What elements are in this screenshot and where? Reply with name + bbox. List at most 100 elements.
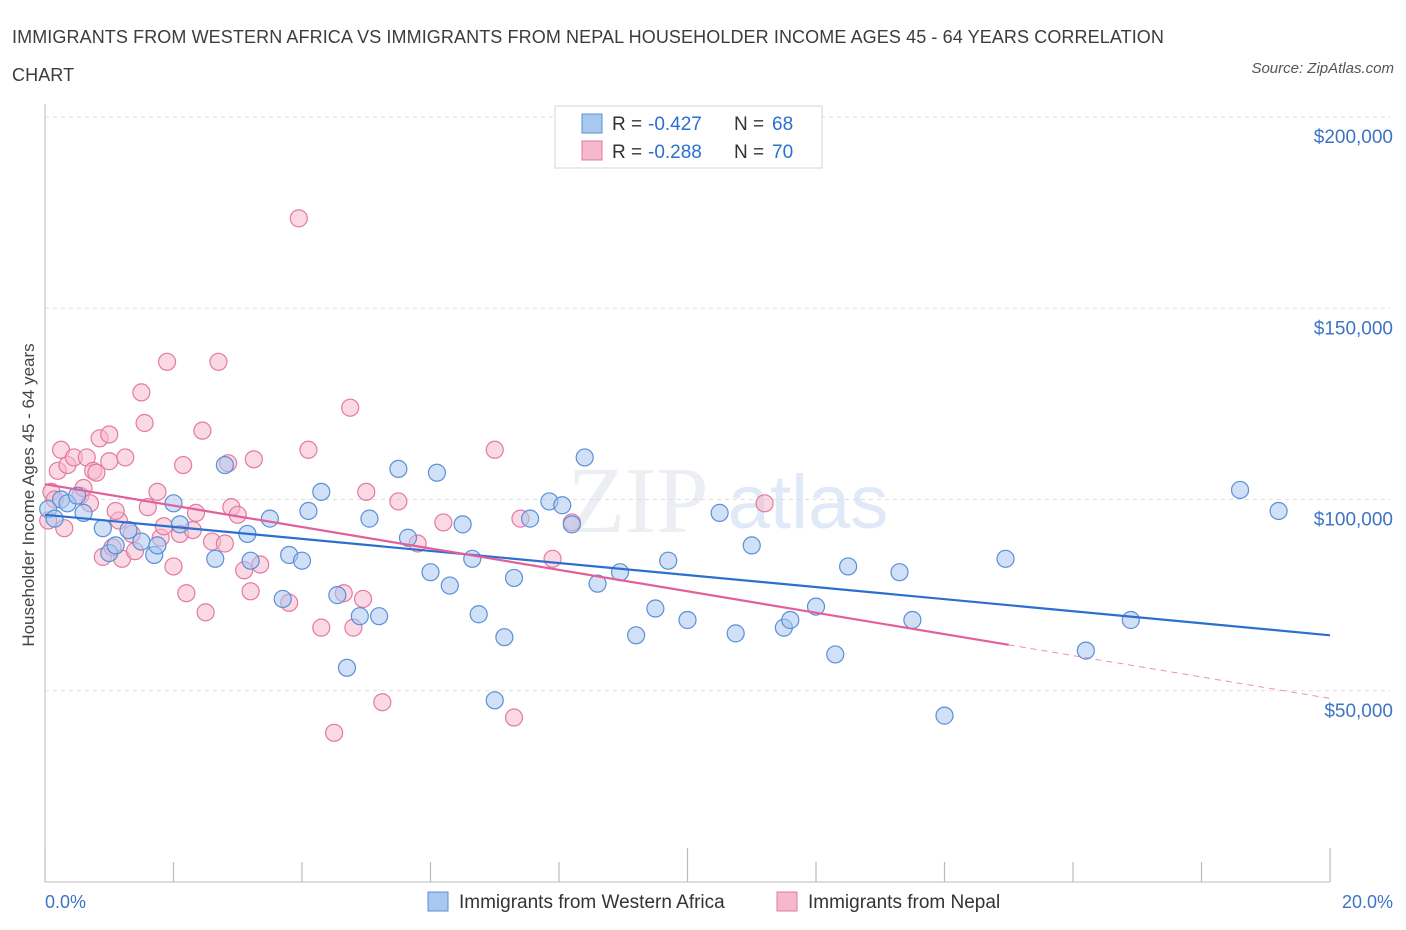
western-africa-point — [68, 486, 87, 505]
western-africa-point — [370, 607, 389, 626]
watermark-atlas: atlas — [728, 460, 889, 545]
nepal-point — [209, 352, 228, 371]
western-africa-point — [710, 503, 729, 522]
nepal-point — [174, 455, 193, 475]
western-africa-point — [659, 551, 678, 570]
western-africa-point — [1076, 641, 1095, 660]
western-africa-point — [826, 645, 845, 664]
legend-swatch-pink — [581, 140, 603, 161]
nepal-point — [196, 603, 215, 622]
legend-n-value-pink: 70 — [772, 142, 793, 163]
western-africa-point — [903, 610, 922, 630]
gridlines: $50,000 $100,000 $150,000 $200,000 — [45, 116, 1393, 722]
western-africa-point — [626, 626, 646, 645]
western-africa-point — [890, 563, 909, 582]
watermark-zip: ZIP — [568, 449, 709, 553]
nepal-point — [116, 448, 135, 467]
nepal-point — [389, 492, 408, 511]
nepal-point — [135, 413, 154, 433]
source-label: Source: ZipAtlas.com — [1251, 60, 1394, 77]
nepal-point — [312, 618, 331, 637]
western-africa-point — [588, 574, 607, 593]
bottom-legend-label-pink: Immigrants from Nepal — [808, 892, 1000, 913]
stats-legend: R = -0.427 N = 68 R = -0.288 N = 70 — [554, 105, 823, 169]
bottom-legend-label-blue: Immigrants from Western Africa — [459, 892, 725, 913]
nepal-point — [215, 534, 234, 553]
western-africa-point — [292, 551, 312, 570]
western-africa-point — [485, 691, 504, 710]
nepal-point — [100, 452, 119, 471]
series-legend: Immigrants from Western Africa Immigrant… — [427, 891, 1000, 913]
western-africa-point — [1269, 501, 1288, 521]
western-africa-point — [215, 455, 234, 475]
x-tick-label-max: 20.0% — [1342, 892, 1393, 912]
nepal-point — [485, 440, 504, 459]
trend-line-nepal — [44, 483, 1009, 646]
western-africa-point — [440, 576, 459, 595]
nepal-point — [373, 693, 392, 712]
nepal-point — [244, 450, 263, 469]
nepal-point — [357, 482, 376, 501]
western-africa-point — [421, 563, 440, 582]
nepal-point — [164, 557, 183, 576]
legend-n-label-pink: N = — [734, 142, 769, 163]
western-africa-point — [520, 509, 540, 528]
nepal-point — [755, 494, 774, 513]
western-africa-point — [337, 658, 357, 677]
nepal-point — [87, 463, 106, 482]
western-africa-point — [495, 628, 514, 647]
western-africa-point — [350, 607, 369, 626]
western-africa-point — [575, 448, 594, 467]
nepal-point — [100, 425, 119, 444]
trend-lines — [44, 483, 1331, 699]
nepal-point — [299, 440, 318, 459]
legend-r-value-blue: -0.427 — [648, 114, 702, 135]
western-africa-point — [742, 536, 761, 555]
western-africa-point — [389, 459, 408, 478]
western-africa-point — [170, 515, 190, 534]
western-africa-point — [1121, 610, 1140, 630]
western-africa-point — [106, 536, 125, 555]
chart-title: IMMIGRANTS FROM WESTERN AFRICA VS IMMIGR… — [12, 27, 1165, 85]
nepal-point — [106, 501, 125, 521]
western-africa-point — [241, 551, 260, 570]
western-africa-point — [453, 515, 472, 534]
nepal-point — [241, 582, 260, 601]
western-africa-point — [469, 605, 488, 624]
western-africa-point — [562, 515, 581, 534]
nepal-point — [434, 513, 453, 532]
western-africa-point — [328, 586, 347, 605]
western-africa-point — [148, 536, 167, 555]
western-africa-point — [206, 549, 225, 568]
western-africa-point — [427, 463, 447, 482]
y-tick-label: $100,000 — [1314, 510, 1393, 531]
nepal-point — [186, 503, 206, 522]
nepal-point — [157, 352, 177, 371]
y-tick-label: $150,000 — [1314, 318, 1393, 339]
western-africa-point — [463, 549, 482, 568]
trend-line-western-africa — [44, 513, 1331, 637]
western-africa-point — [781, 610, 800, 630]
nepal-point — [353, 589, 373, 609]
nepal-point — [289, 209, 308, 228]
legend-r-label-blue: R = — [612, 114, 647, 135]
nepal-point — [504, 708, 524, 727]
western-africa-point — [806, 597, 826, 616]
western-africa-point — [646, 599, 665, 618]
western-africa-point — [996, 549, 1015, 568]
western-africa-point — [504, 568, 524, 588]
nepal-point — [193, 421, 212, 440]
legend-r-value-pink: -0.288 — [648, 142, 702, 163]
western-africa-point — [93, 519, 112, 538]
y-tick-label: $200,000 — [1314, 127, 1393, 148]
series-western-africa-points — [39, 448, 1288, 725]
legend-n-value-blue: 68 — [772, 114, 793, 135]
x-tick-label-min: 0.0% — [45, 892, 86, 912]
western-africa-point — [1230, 480, 1250, 500]
western-africa-point — [132, 532, 151, 551]
western-africa-point — [164, 494, 183, 513]
nepal-point — [148, 482, 167, 501]
legend-r-label-pink: R = — [612, 142, 647, 163]
western-africa-point — [553, 496, 572, 515]
